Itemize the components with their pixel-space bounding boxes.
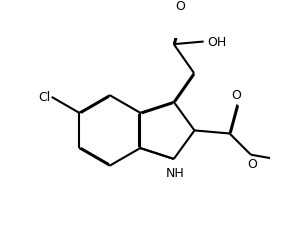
- Text: O: O: [247, 157, 257, 170]
- Text: O: O: [231, 89, 241, 101]
- Text: OH: OH: [207, 36, 226, 49]
- Text: O: O: [175, 0, 185, 13]
- Text: NH: NH: [166, 166, 184, 179]
- Text: Cl: Cl: [38, 91, 50, 104]
